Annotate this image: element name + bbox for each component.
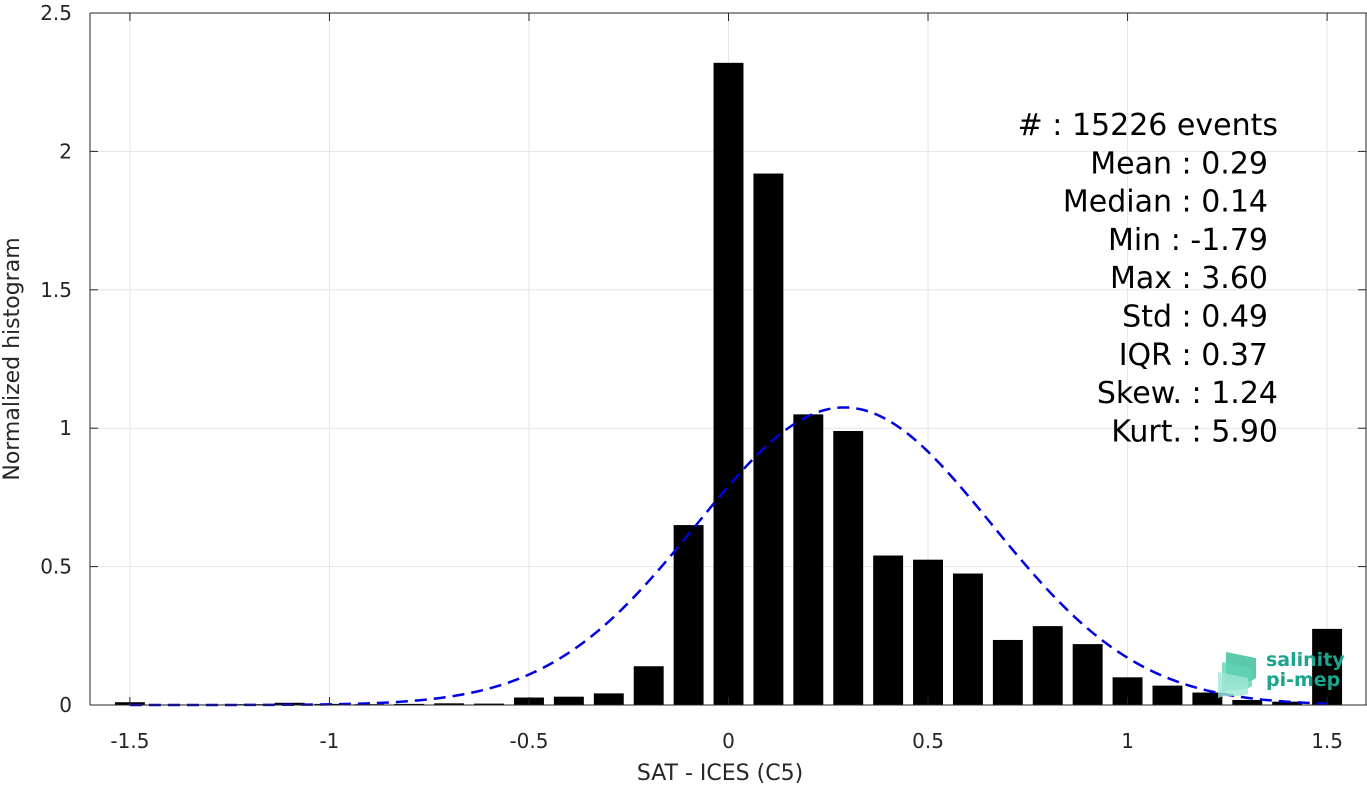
x-tick-label: 0.5: [912, 729, 944, 753]
histogram-bar: [793, 414, 824, 705]
stat-value: 0.29: [1201, 146, 1268, 181]
stat-separator: :: [1052, 108, 1072, 143]
histogram-bar: [833, 430, 864, 705]
histogram-bar: [593, 693, 624, 705]
stat-value: 0.49: [1201, 300, 1268, 335]
histogram-bar: [673, 525, 704, 705]
stat-line: Min : -1.79: [1108, 223, 1268, 258]
y-tick-label: 2.5: [40, 1, 72, 25]
stat-name: Mean: [1090, 146, 1172, 181]
histogram-bar: [1072, 644, 1103, 705]
logo-line-1: salinity: [1266, 649, 1345, 671]
stat-value: 0.14: [1201, 185, 1268, 220]
stat-line: # : 15226 events: [1018, 108, 1278, 143]
histogram-bar: [753, 173, 784, 705]
stat-separator: :: [1172, 185, 1201, 220]
y-tick-label: 2: [59, 139, 72, 163]
stat-separator: :: [1161, 223, 1190, 258]
histogram-bars: [114, 62, 1343, 706]
stat-name: Min: [1108, 223, 1161, 258]
histogram-bar: [1152, 685, 1183, 705]
stat-line: Max : 3.60: [1110, 261, 1268, 296]
stat-value: 3.60: [1201, 261, 1268, 296]
stat-line: IQR : 0.37: [1119, 338, 1268, 373]
y-tick-label: 0.5: [40, 555, 72, 579]
y-tick-label: 1: [59, 416, 72, 440]
histogram-bar: [873, 555, 904, 705]
x-axis-ticks: -1.5 -1 -0.5 0 0.5 1 1.5: [110, 13, 1343, 753]
x-axis-label: SAT - ICES (C5): [637, 761, 803, 785]
stat-separator: :: [1172, 300, 1201, 335]
salinity-pimep-logo: salinity pi-mep: [1218, 649, 1345, 698]
histogram-bar: [1272, 701, 1303, 705]
logo-line-2: pi-mep: [1266, 669, 1340, 691]
wave-logo-icon: [1218, 652, 1256, 698]
histogram-bar: [474, 703, 505, 705]
x-tick-label: 1.5: [1311, 729, 1343, 753]
stat-value: 0.37: [1201, 338, 1268, 373]
y-axis-label: Normalized histogram: [0, 237, 25, 480]
stat-value: 5.90: [1211, 414, 1278, 449]
histogram-bar: [434, 703, 465, 705]
y-axis-ticks: 0 0.5 1 1.5 2 2.5: [40, 1, 1366, 717]
stat-separator: :: [1182, 376, 1211, 411]
stat-separator: :: [1172, 261, 1201, 296]
y-tick-label: 0: [59, 693, 72, 717]
stat-name: IQR: [1119, 338, 1172, 373]
stat-value: -1.79: [1190, 223, 1268, 258]
stat-name: Max: [1110, 261, 1172, 296]
stat-value: 15226 events: [1072, 108, 1278, 143]
stat-name: Std: [1122, 300, 1172, 335]
x-tick-label: -1.5: [110, 729, 149, 753]
stat-separator: :: [1182, 414, 1211, 449]
histogram-bar: [1032, 626, 1063, 705]
histogram-bar: [713, 62, 744, 706]
histogram-bar: [1232, 700, 1263, 705]
histogram-bar: [913, 559, 943, 705]
histogram-bar: [553, 696, 584, 705]
stat-separator: :: [1172, 146, 1201, 181]
stat-line: Std : 0.49: [1122, 300, 1268, 335]
stat-name: Kurt.: [1111, 414, 1182, 449]
stat-line: Mean : 0.29: [1090, 146, 1268, 181]
x-tick-label: 1: [1121, 729, 1134, 753]
histogram-bar: [1192, 692, 1223, 705]
x-tick-label: 0: [722, 729, 735, 753]
x-tick-label: -1: [319, 729, 339, 753]
histogram-bar: [992, 639, 1023, 705]
histogram-bar: [394, 703, 425, 705]
stat-value: 1.24: [1211, 376, 1278, 411]
stat-name: Skew.: [1097, 376, 1182, 411]
stat-line: Kurt. : 5.90: [1111, 414, 1278, 449]
x-tick-label: -0.5: [509, 729, 548, 753]
stat-name: Median: [1063, 185, 1172, 220]
stat-name: #: [1018, 108, 1053, 143]
stat-line: Median : 0.14: [1063, 185, 1268, 220]
histogram-bar: [1312, 628, 1343, 705]
histogram-bar: [633, 666, 664, 705]
stat-separator: :: [1172, 338, 1201, 373]
stat-line: Skew. : 1.24: [1097, 376, 1278, 411]
histogram-bar: [952, 573, 983, 705]
y-tick-label: 1.5: [40, 278, 72, 302]
